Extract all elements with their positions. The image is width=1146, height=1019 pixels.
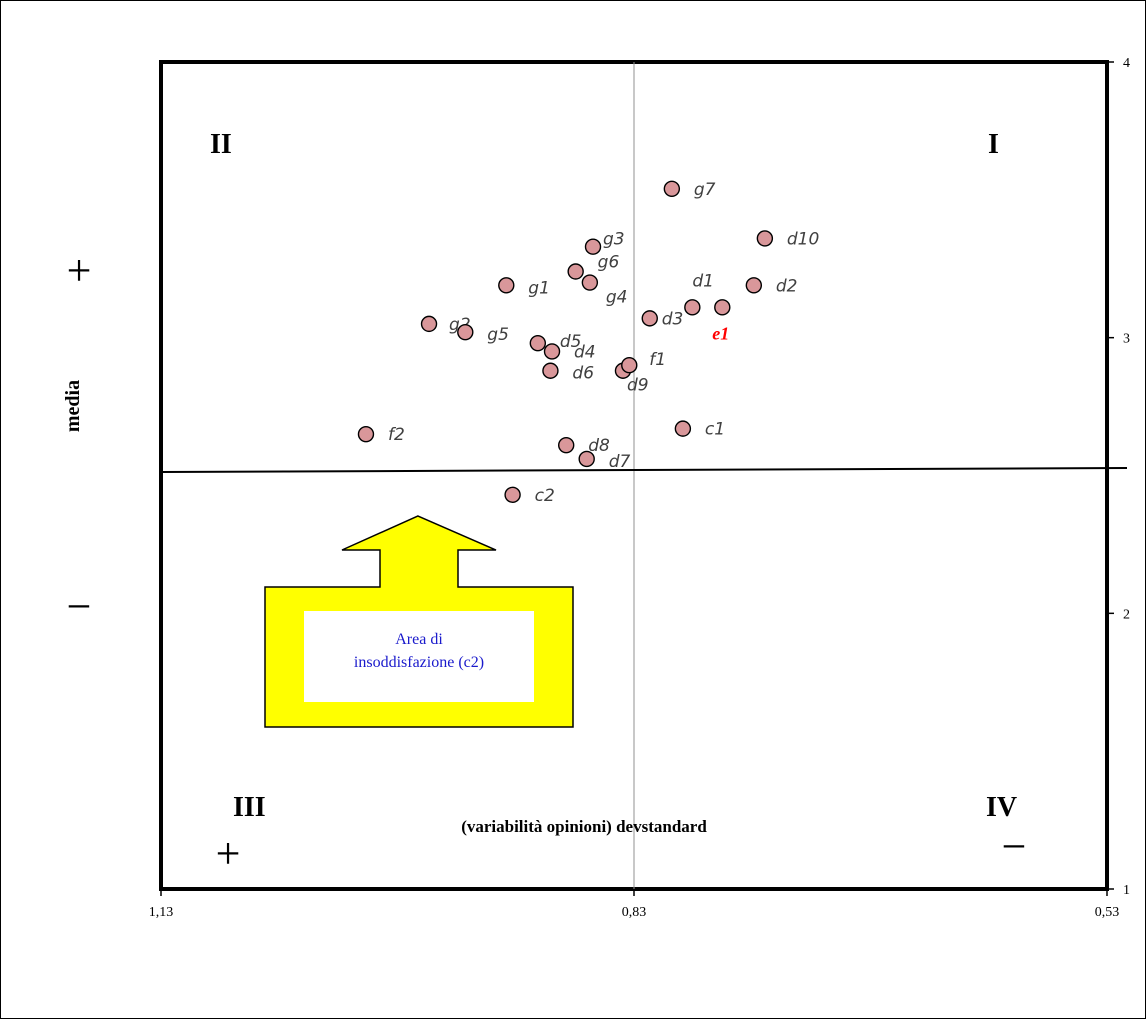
data-point-label-c1: c1 <box>705 420 725 440</box>
y-axis-ticks: 1 2 3 4 <box>1107 56 1130 898</box>
data-point-label-g1: g1 <box>528 278 550 298</box>
data-point-label-d8: d8 <box>588 436 610 456</box>
data-point-label-g3: g3 <box>603 230 625 250</box>
data-point-f2 <box>357 425 375 443</box>
data-point-label-d9: d9 <box>627 376 649 396</box>
data-point-g3 <box>584 238 602 255</box>
data-point-label-d10: d10 <box>787 229 819 249</box>
data-point-label-f1: f1 <box>649 350 666 370</box>
horizontal-threshold-line <box>160 466 1128 473</box>
data-point-g6 <box>567 263 584 280</box>
data-point-label-d3: d3 <box>662 309 684 329</box>
y-low-sign: − <box>67 582 92 631</box>
data-point-g7 <box>663 180 681 198</box>
quadrant-label-III: III <box>233 792 266 823</box>
x-tick-label: 0,53 <box>1095 905 1120 920</box>
x-tick-label: 1,13 <box>149 905 174 920</box>
data-point-e1 <box>714 299 731 316</box>
data-point-d7 <box>578 450 595 468</box>
data-point-f1 <box>621 357 638 374</box>
data-point-g1 <box>498 277 515 294</box>
data-point-label-g5: g5 <box>487 325 509 345</box>
data-point-label-g6: g6 <box>598 253 620 273</box>
data-point-d6 <box>542 362 559 379</box>
y-tick-label: 1 <box>1123 883 1130 898</box>
data-point-g5 <box>457 323 474 341</box>
x-low-sign: − <box>1002 822 1027 871</box>
data-point-label-d2: d2 <box>776 276 798 296</box>
data-point-d5 <box>529 334 547 352</box>
data-point-d4 <box>543 343 561 360</box>
data-point-label-d7: d7 <box>609 452 631 472</box>
data-point-label-d4: d4 <box>574 342 596 362</box>
data-point-d2 <box>745 277 763 294</box>
x-axis-ticks: 1,13 0,83 0,53 <box>149 889 1120 920</box>
quadrant-label-II: II <box>210 129 232 160</box>
data-point-label-g4: g4 <box>606 288 628 308</box>
data-point-d8 <box>558 436 575 454</box>
annotation-text-line-2: insoddisfazione (c2) <box>354 654 484 671</box>
data-point-label-c2: c2 <box>535 486 555 506</box>
data-point-c2 <box>504 486 521 503</box>
data-point-d1 <box>684 299 701 316</box>
data-point-g2 <box>420 315 438 333</box>
annotation-text-line-1: Area di <box>395 631 443 648</box>
y-tick-label: 3 <box>1123 332 1130 347</box>
y-tick-label: 2 <box>1123 607 1130 622</box>
data-point-label-d1: d1 <box>692 271 714 291</box>
data-point-label-d6: d6 <box>572 364 594 384</box>
annotation-callout: Area di insoddisfazione (c2) <box>264 515 574 728</box>
y-high-sign: + <box>67 246 92 295</box>
data-point-c1 <box>674 420 692 437</box>
x-tick-label: 0,83 <box>622 905 647 920</box>
data-point-label-d5: d5 <box>560 332 582 352</box>
quadrant-label-I: I <box>988 129 999 160</box>
y-tick-label: 4 <box>1123 56 1130 71</box>
data-point-label-f2: f2 <box>388 425 405 445</box>
quadrant-label-IV: IV <box>986 792 1017 823</box>
y-axis-label: media <box>62 380 84 432</box>
data-point-label-g7: g7 <box>694 180 716 200</box>
data-point-d3 <box>641 310 658 327</box>
data-point-d10 <box>756 230 774 247</box>
data-point-label-e1: e1 <box>712 323 729 343</box>
data-point-g4 <box>581 274 599 291</box>
annotation-text-box <box>304 611 534 702</box>
x-axis-label: (variabilità opinioni) devstandard <box>461 817 707 836</box>
x-high-sign: + <box>216 829 241 878</box>
